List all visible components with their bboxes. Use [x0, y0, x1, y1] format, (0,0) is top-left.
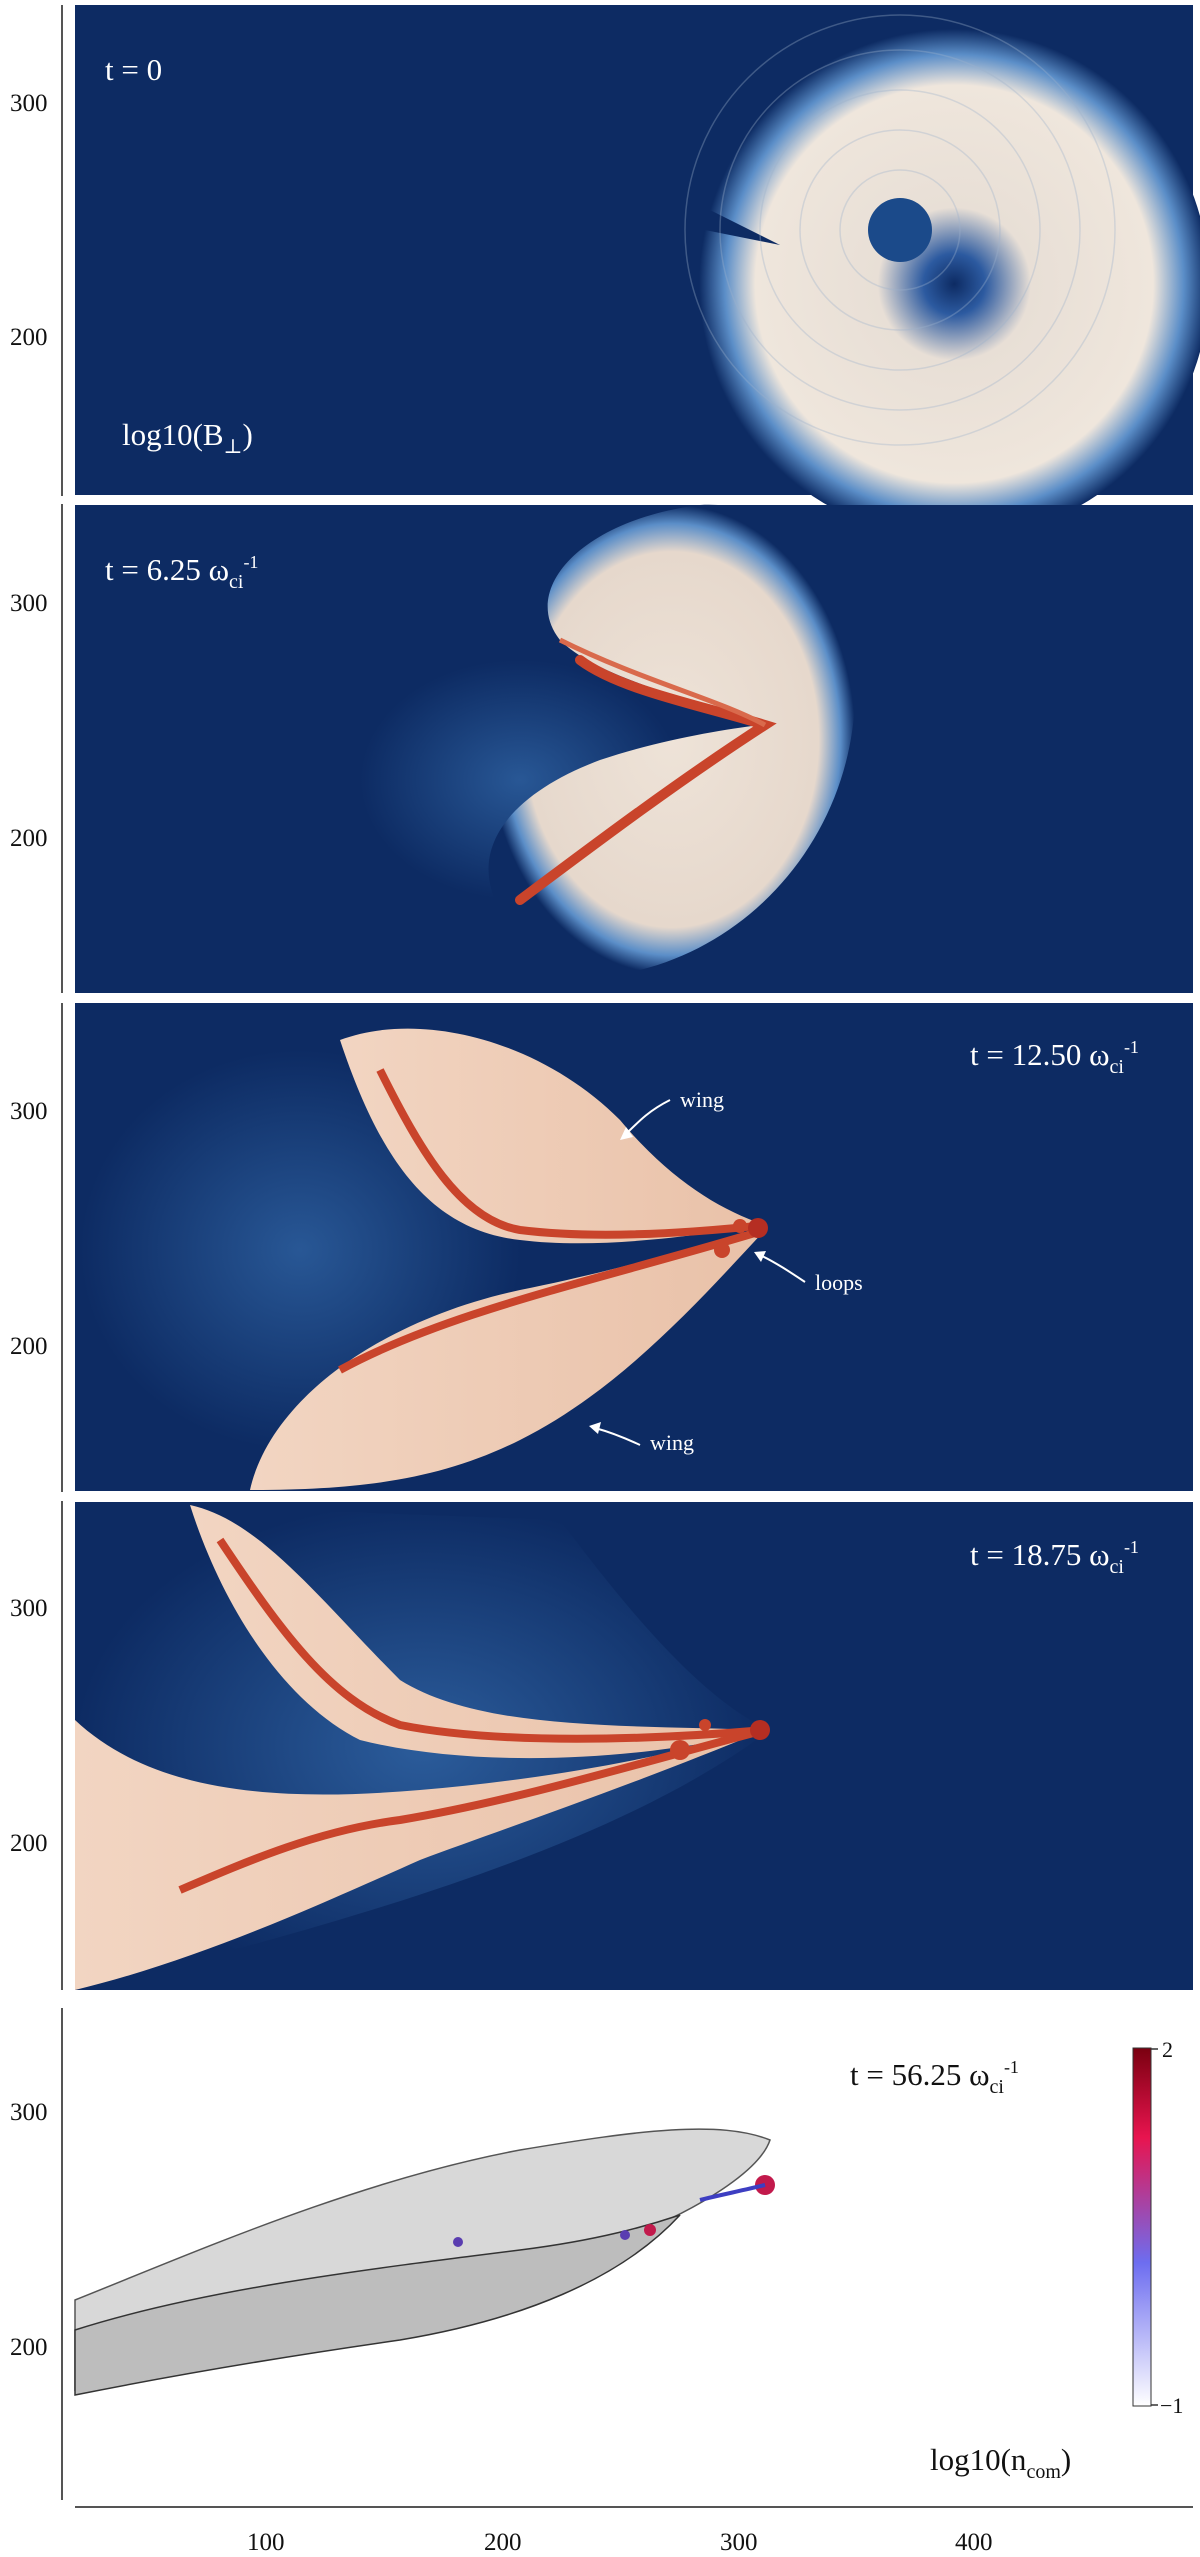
panel-1-core [868, 198, 932, 262]
panel-4-ytick-300: 300 [10, 1595, 48, 1622]
panel-3-ytick-300: 300 [10, 1098, 48, 1125]
panel-3-arrowhead-wing-bottom [589, 1422, 601, 1434]
panel-5-hotspot-4 [453, 2237, 463, 2247]
panel-5-hotspot-2 [644, 2224, 656, 2236]
panel-3-annot-wing-top: wing [680, 1087, 724, 1112]
panel-2-time-label: t = 6.25 ωci-1 [105, 552, 258, 593]
panel-3-ytick-200: 200 [10, 1333, 48, 1360]
panel-5-hotspot-3 [620, 2230, 630, 2240]
colorbar [1132, 2047, 1152, 2407]
panel-3-filament-upper [376, 1068, 766, 1239]
panel-5-ytick-200: 200 [10, 2334, 48, 2361]
panel-4: t = 18.75 ωci-1 300 200 [10, 1502, 1193, 1990]
x-axis: 100 200 300 400 [75, 2506, 1193, 2556]
xtick-200: 200 [484, 2529, 522, 2556]
xtick-300: 300 [720, 2529, 758, 2556]
panel-3-loop-3 [714, 1242, 730, 1258]
colorbar-max-label: 2 [1162, 2037, 1173, 2062]
panel-4-filament-lower [178, 1726, 767, 1894]
panel-2-ytick-200: 200 [10, 825, 48, 852]
panel-5-ytick-300: 300 [10, 2099, 48, 2126]
panel-5: t = 56.25 ωci-1 log10(ncom) 2 −1 300 200 [10, 2008, 1193, 2500]
xtick-400: 400 [955, 2529, 993, 2556]
xtick-100: 100 [247, 2529, 285, 2556]
panel-3-loop-2 [733, 1219, 747, 1233]
panel-4-loop-2 [670, 1740, 690, 1760]
panel-1-ytick-300: 300 [10, 90, 48, 117]
panel-2: t = 6.25 ωci-1 300 200 [10, 504, 1193, 993]
panel-5-blue-trail [699, 2183, 766, 2202]
panel-3-lower-wing [250, 1230, 765, 1490]
panel-3-annot-wing-bottom: wing [650, 1430, 694, 1455]
panel-3-arrowhead-loops [754, 1251, 766, 1262]
colorbar-min-label: −1 [1160, 2393, 1183, 2418]
panel-3-time-label: t = 12.50 ωci-1 [970, 1037, 1139, 1078]
panel-3-arrow-loops [759, 1254, 806, 1283]
panel-2-red-filament-2 [558, 637, 767, 728]
panel-5-time-label: t = 56.25 ωci-1 [850, 2057, 1019, 2098]
panel-1-ytick-200: 200 [10, 324, 48, 351]
panel-1-ring [699, 28, 1200, 539]
panel-4-filament-upper [216, 1537, 766, 1743]
panel-1-field-label: log10(B⊥) [122, 417, 253, 458]
panel-3-upper-wing [340, 1028, 765, 1244]
panel-4-time-label: t = 18.75 ωci-1 [970, 1537, 1139, 1578]
panel-4-loop-1 [750, 1720, 770, 1740]
panel-4-ytick-200: 200 [10, 1830, 48, 1857]
panel-2-ytick-300: 300 [10, 590, 48, 617]
panel-3: wing loops wing t = 12.50 ωci-1 300 200 [10, 1003, 1193, 1491]
panel-1: t = 0 log10(B⊥) 300 200 [10, 5, 1200, 539]
panel-5-lower-band [74, 2214, 681, 2396]
panel-4-lower-wing [75, 1720, 765, 1990]
panel-4-upper-wing [190, 1505, 765, 1759]
panel-3-filament-lower [338, 1226, 767, 1374]
panel-4-loop-3 [699, 1719, 711, 1731]
panel-5-field-label: log10(ncom) [930, 2442, 1071, 2483]
panel-3-loop-1 [748, 1218, 768, 1238]
panel-3-arrowhead-wing-top [620, 1127, 633, 1140]
panel-1-rings [684, 14, 1116, 446]
panel-3-annot-loops: loops [815, 1270, 863, 1295]
panel-2-red-filament [515, 655, 777, 905]
panel-1-time-label: t = 0 [105, 52, 162, 87]
